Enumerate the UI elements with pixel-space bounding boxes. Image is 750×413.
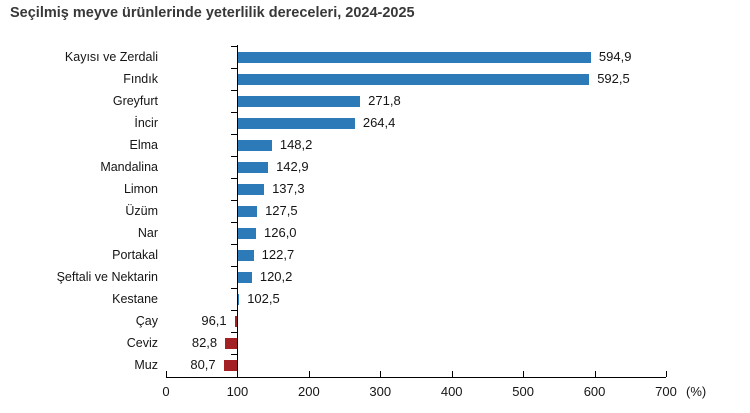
x-tick bbox=[523, 371, 525, 377]
chart-bar bbox=[237, 293, 240, 305]
y-tick bbox=[231, 200, 238, 201]
x-tick-label: 0 bbox=[162, 384, 170, 399]
y-tick bbox=[231, 310, 238, 311]
category-label: İncir bbox=[134, 116, 158, 130]
chart-bar bbox=[237, 117, 355, 129]
chart-bar bbox=[237, 73, 590, 85]
x-tick bbox=[237, 371, 239, 377]
category-label: Muz bbox=[134, 358, 158, 372]
chart-bar bbox=[237, 227, 256, 239]
chart-bar bbox=[237, 271, 252, 283]
x-tick-label: 100 bbox=[226, 384, 249, 399]
chart-bar bbox=[237, 161, 269, 173]
y-tick bbox=[231, 112, 238, 113]
x-tick bbox=[451, 371, 453, 377]
y-tick bbox=[231, 178, 238, 179]
x-tick-label: 600 bbox=[583, 384, 606, 399]
value-label: 80,7 bbox=[190, 357, 216, 372]
category-label: Çay bbox=[135, 314, 158, 328]
chart-bar bbox=[237, 183, 265, 195]
value-label: 142,9 bbox=[276, 159, 309, 174]
y-tick bbox=[231, 266, 238, 267]
value-label: 126,0 bbox=[264, 225, 297, 240]
value-label: 127,5 bbox=[265, 203, 298, 218]
y-tick bbox=[231, 288, 238, 289]
y-tick bbox=[231, 222, 238, 223]
category-label: Portakal bbox=[112, 248, 158, 262]
chart-bar bbox=[225, 337, 238, 349]
value-label: 148,2 bbox=[279, 137, 313, 152]
y-tick bbox=[231, 244, 238, 245]
x-tick bbox=[594, 371, 596, 377]
y-tick bbox=[231, 46, 238, 47]
chart-title: Seçilmiş meyve ürünlerinde yeterlilik de… bbox=[10, 5, 415, 21]
category-label: Ceviz bbox=[126, 336, 158, 350]
category-label: Nar bbox=[137, 226, 158, 240]
x-tick bbox=[166, 371, 167, 377]
value-label: 264,4 bbox=[362, 115, 396, 130]
x-axis-line bbox=[166, 377, 666, 378]
value-label: 102,5 bbox=[247, 291, 280, 306]
category-label: Şeftali ve Nektarin bbox=[56, 270, 158, 284]
category-label: Kayısı ve Zerdali bbox=[64, 50, 158, 64]
x-tick bbox=[308, 371, 310, 377]
category-label: Fındık bbox=[123, 72, 158, 86]
value-label: 82,8 bbox=[191, 335, 218, 350]
y-tick bbox=[231, 68, 238, 69]
value-label: 122,7 bbox=[261, 247, 295, 262]
category-label: Greyfurt bbox=[112, 94, 158, 108]
chart-bar bbox=[237, 139, 272, 151]
x-tick-label: 700 bbox=[655, 384, 677, 399]
y-tick bbox=[231, 134, 238, 135]
value-label: 271,8 bbox=[368, 93, 401, 108]
y-tick bbox=[231, 156, 238, 157]
x-tick-label: 400 bbox=[440, 384, 463, 399]
value-label: 120,2 bbox=[259, 269, 293, 284]
chart-bar bbox=[237, 249, 254, 261]
value-label: 137,3 bbox=[272, 181, 305, 196]
value-label: 592,5 bbox=[597, 71, 630, 86]
category-label: Üzüm bbox=[125, 204, 158, 218]
x-tick-label: 300 bbox=[369, 384, 392, 399]
category-label: Elma bbox=[129, 138, 158, 152]
x-tick-label: 500 bbox=[512, 384, 534, 399]
value-label: 594,9 bbox=[598, 49, 632, 64]
x-axis-unit-label: (%) bbox=[686, 384, 707, 399]
category-label: Limon bbox=[123, 182, 158, 196]
chart-bar bbox=[237, 95, 361, 107]
chart-bar bbox=[223, 359, 238, 371]
category-label: Kestane bbox=[112, 292, 158, 306]
y-tick bbox=[231, 354, 238, 355]
y-tick bbox=[231, 332, 238, 333]
category-label: Mandalina bbox=[100, 160, 158, 174]
chart-bar bbox=[237, 51, 591, 63]
x-tick bbox=[666, 371, 667, 377]
x-tick-label: 200 bbox=[297, 384, 320, 399]
value-label: 96,1 bbox=[201, 313, 227, 328]
x-tick bbox=[380, 371, 382, 377]
y-tick bbox=[231, 90, 238, 91]
y-axis-line bbox=[237, 45, 238, 378]
chart-bar bbox=[234, 315, 238, 327]
chart-bar bbox=[237, 205, 258, 217]
